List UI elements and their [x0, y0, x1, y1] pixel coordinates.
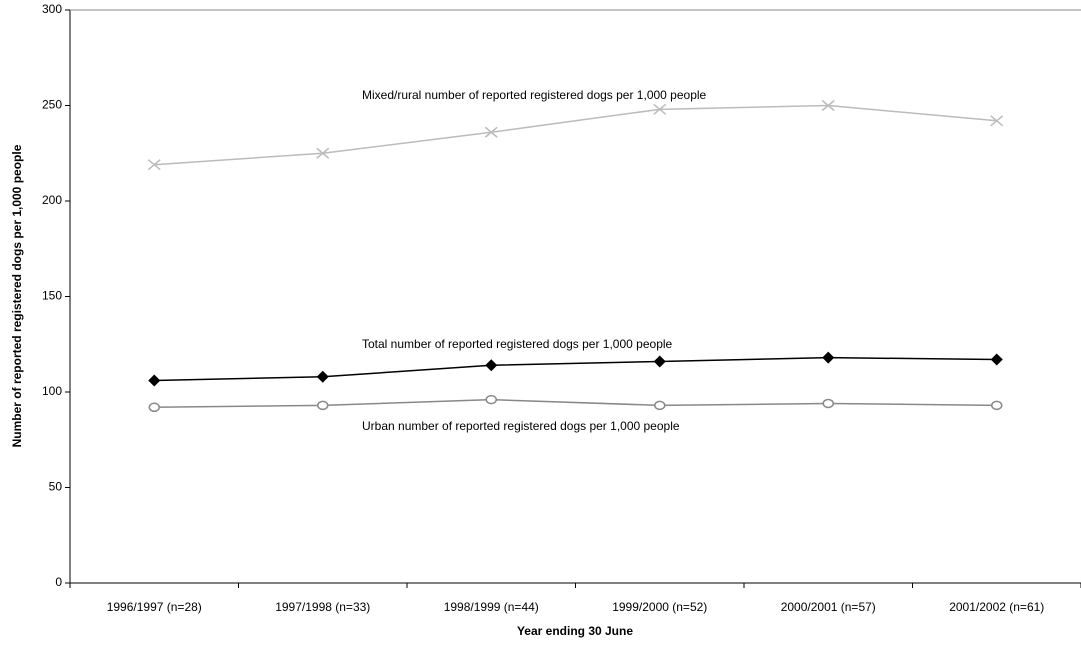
- y-tick-label: 0: [55, 575, 62, 589]
- x-tick-label: 1996/1997 (n=28): [107, 600, 202, 614]
- marker: [317, 400, 329, 411]
- y-tick-label: 250: [42, 98, 62, 112]
- marker: [990, 115, 1004, 127]
- series-line: [154, 104, 997, 166]
- marker: [822, 351, 835, 364]
- marker: [148, 402, 160, 413]
- series-label: Mixed/rural number of reported registere…: [362, 88, 707, 102]
- y-tick-label: 50: [49, 480, 63, 494]
- marker: [316, 370, 329, 383]
- x-tick-label: 1999/2000 (n=52): [612, 600, 707, 614]
- y-tick-label: 300: [42, 2, 62, 16]
- marker: [316, 147, 330, 159]
- series-label: Total number of reported registered dogs…: [362, 337, 673, 351]
- series-line: [154, 398, 997, 409]
- marker: [147, 159, 161, 171]
- x-tick-label: 2001/2002 (n=61): [949, 600, 1044, 614]
- y-tick-label: 150: [42, 289, 62, 303]
- marker: [990, 353, 1003, 366]
- marker: [991, 400, 1003, 411]
- y-tick-label: 100: [42, 384, 62, 398]
- marker: [484, 126, 498, 138]
- x-axis-title: Year ending 30 June: [517, 624, 633, 638]
- series-label: Urban number of reported registered dogs…: [362, 419, 680, 433]
- marker: [821, 99, 835, 112]
- marker: [654, 400, 666, 411]
- marker: [148, 374, 161, 387]
- marker: [485, 394, 497, 405]
- marker: [485, 359, 498, 372]
- x-tick-label: 2000/2001 (n=57): [781, 600, 876, 614]
- y-tick-label: 200: [42, 193, 62, 207]
- marker: [822, 398, 834, 409]
- y-axis-title: Number of reported registered dogs per 1…: [10, 144, 24, 447]
- series-line: [154, 356, 997, 382]
- marker: [653, 355, 666, 368]
- marker: [653, 103, 667, 115]
- x-tick-label: 1997/1998 (n=33): [275, 600, 370, 614]
- x-tick-label: 1998/1999 (n=44): [444, 600, 539, 614]
